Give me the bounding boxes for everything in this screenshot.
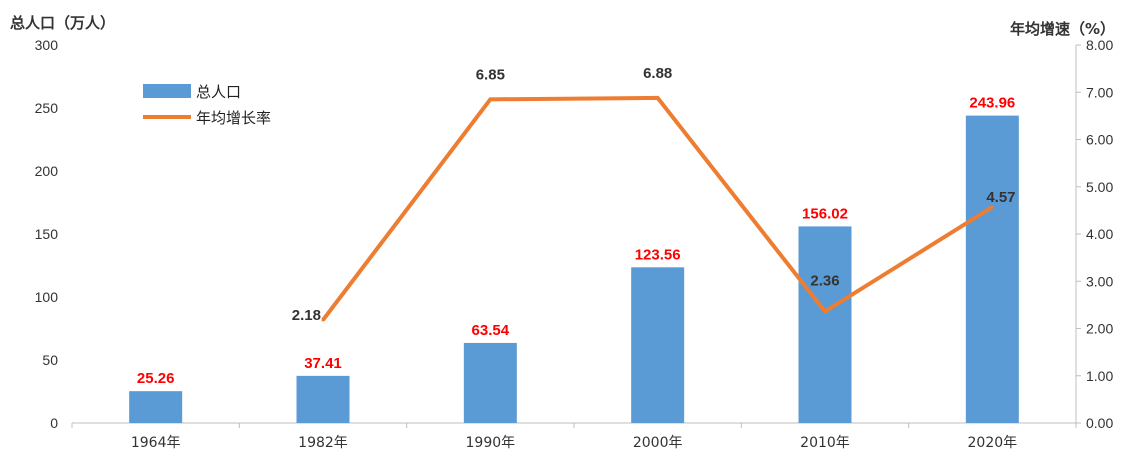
right-tick-label: 6.00 xyxy=(1086,132,1113,148)
legend-label-bar: 总人口 xyxy=(196,83,241,101)
line-point xyxy=(321,318,325,322)
line-data-label: 2.18 xyxy=(292,307,321,324)
line-point xyxy=(823,309,827,313)
bar-data-label: 25.26 xyxy=(137,370,175,387)
bar-series xyxy=(129,115,1019,423)
right-tick-label: 7.00 xyxy=(1086,84,1113,100)
x-tick-label: 2000年 xyxy=(633,435,683,451)
data-labels: 25.26 37.41 63.54 123.56 156.02 243.96 2.18 6.8… xyxy=(137,65,1016,387)
line-data-label: 2.36 xyxy=(810,272,839,289)
line-series xyxy=(321,95,994,322)
left-tick-label: 200 xyxy=(35,163,59,179)
right-tick-label: 8.00 xyxy=(1086,37,1113,53)
right-axis-title: 年均增速（%） xyxy=(1010,20,1115,38)
bar xyxy=(296,375,350,423)
line-data-label: 6.88 xyxy=(643,65,672,82)
left-tick-label: 250 xyxy=(35,100,59,116)
x-tick-label: 1990年 xyxy=(466,435,516,451)
line-point xyxy=(488,97,492,101)
left-axis-title: 总人口（万人） xyxy=(10,14,115,32)
line-data-label: 6.85 xyxy=(476,66,505,83)
left-tick-label: 100 xyxy=(35,289,59,305)
bar xyxy=(463,342,517,423)
bar-data-label: 156.02 xyxy=(802,205,848,222)
right-tick-label: 0.00 xyxy=(1086,415,1113,431)
bar-data-label: 63.54 xyxy=(472,322,510,339)
bar xyxy=(798,226,852,423)
axes: 0 50 100 150 200 250 300 0.00 1.00 2.00 3.00 4.00 5.… xyxy=(35,37,1114,451)
bar-data-label: 123.56 xyxy=(635,246,681,263)
bar-data-label: 37.41 xyxy=(304,355,342,372)
right-tick-label: 4.00 xyxy=(1086,226,1113,242)
x-tick-label: 2010年 xyxy=(800,435,850,451)
bar-data-label: 243.96 xyxy=(969,95,1015,112)
bar xyxy=(631,267,685,423)
left-tick-label: 300 xyxy=(35,37,59,53)
x-tick-label: 1964年 xyxy=(131,435,181,451)
left-tick-label: 0 xyxy=(50,415,58,431)
right-tick-label: 1.00 xyxy=(1086,368,1113,384)
left-tick-label: 150 xyxy=(35,226,59,242)
right-tick-label: 3.00 xyxy=(1086,273,1113,289)
legend-label-line: 年均增长率 xyxy=(196,109,271,127)
line-point xyxy=(656,96,660,100)
bar xyxy=(965,115,1019,423)
line-data-label: 4.57 xyxy=(986,189,1015,206)
right-tick-label: 2.00 xyxy=(1086,321,1113,337)
left-tick-label: 50 xyxy=(42,352,58,368)
x-tick-label: 1982年 xyxy=(298,435,348,451)
x-tick-label: 2020年 xyxy=(968,435,1018,451)
bar xyxy=(129,391,183,423)
legend-swatch-bar xyxy=(143,84,191,98)
line-point xyxy=(990,205,994,209)
right-tick-label: 5.00 xyxy=(1086,179,1113,195)
